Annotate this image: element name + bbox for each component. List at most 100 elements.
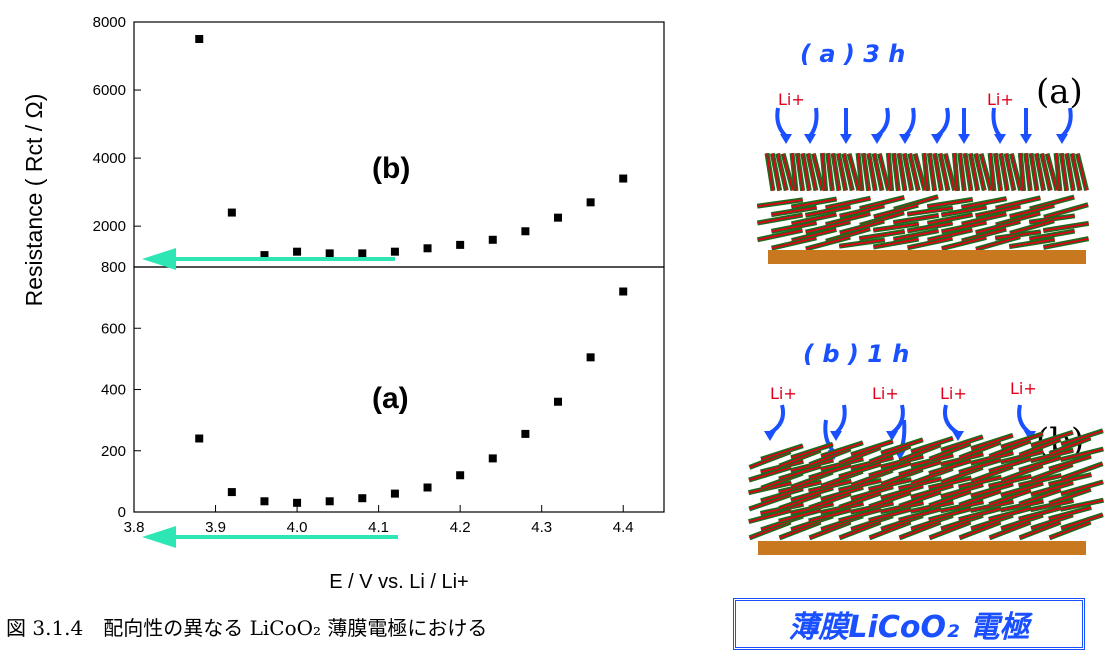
data-point [227, 208, 236, 217]
crystal-layer [756, 227, 804, 243]
data-point [619, 287, 628, 296]
x-tick-label: 4.4 [613, 519, 634, 536]
crystal-layer [1043, 202, 1089, 220]
crystal-layer [896, 152, 908, 192]
crystal-layer [962, 152, 974, 192]
li-ion-arrow-icon [830, 404, 847, 441]
crystal-layer [1058, 152, 1070, 192]
y-tick-label: 400 [101, 382, 126, 399]
data-point [390, 489, 399, 498]
crystal-layer [756, 197, 804, 209]
data-point [358, 494, 367, 503]
li-ion-arrow-icon [840, 108, 852, 144]
diagram-a-side-label: (a) [1036, 72, 1083, 112]
crystal-layer [988, 456, 1032, 474]
crystal-layer [1060, 428, 1104, 447]
crystal-layer [830, 152, 842, 192]
crystal-layer [1028, 152, 1040, 192]
crystal-layer [805, 219, 851, 235]
crystal-layer [760, 443, 804, 462]
x-tick-label: 4.1 [368, 519, 389, 536]
crystal-layer [988, 487, 1032, 507]
crystal-layer [910, 435, 954, 455]
data-point [521, 227, 530, 236]
crystal-layer [1000, 480, 1044, 498]
crystal-layer [800, 152, 812, 192]
li-ion-label: Li+ [987, 90, 1014, 109]
crystal-layer [1039, 152, 1053, 192]
crystal-layer [1042, 236, 1090, 250]
y-tick-label: 2000 [93, 218, 126, 235]
data-point [358, 249, 367, 258]
data-point [260, 251, 269, 260]
crystal-layer [839, 218, 885, 236]
crystal-layer [1069, 152, 1083, 192]
x-tick-label: 3.8 [124, 519, 145, 536]
crystal-layer [1048, 486, 1092, 506]
crystal-layer [957, 152, 967, 192]
li-ion-arrows-a [775, 107, 1073, 144]
data-point [293, 498, 302, 507]
crystal-layer [1060, 512, 1104, 531]
crystal-layer [975, 234, 1021, 252]
crystal-layer [756, 212, 804, 226]
data-point [554, 213, 562, 222]
crystal-layer [967, 152, 981, 192]
crystal-layer [1030, 429, 1074, 449]
data-point [325, 497, 334, 506]
li-ion-arrow-icon [871, 107, 890, 144]
crystal-layers-a [756, 152, 1090, 252]
li-ion-label: Li+ [872, 384, 899, 403]
crystal-layer [780, 153, 796, 191]
li-ion-label: Li+ [1010, 379, 1037, 398]
y-tick-label: 0 [118, 504, 126, 521]
crystal-layer [808, 478, 852, 494]
crystal-layer [940, 434, 984, 453]
crystal-layer [928, 475, 972, 491]
diagram-a-title: ( a ) 3 h [800, 40, 905, 68]
data-point [586, 198, 595, 207]
crystal-layer [1059, 497, 1104, 512]
crystal-layer [872, 236, 920, 250]
data-point [619, 174, 628, 183]
crystal-layer [1060, 446, 1104, 463]
y-tick-label: 600 [101, 320, 126, 337]
data-point [456, 471, 465, 480]
crystal-layer [790, 211, 838, 227]
crystal-layer [1018, 472, 1062, 488]
crystal-layers-b [748, 428, 1104, 541]
crystal-layer [975, 219, 1021, 235]
crystal-layer [871, 152, 885, 192]
data-point [195, 434, 204, 443]
data-point [423, 483, 432, 492]
y-tick-label: 200 [101, 443, 126, 460]
panel-label-a: (a) [372, 382, 409, 415]
crystal-layer [907, 152, 921, 192]
crystal-layer [819, 152, 829, 192]
crystal-layer [790, 441, 834, 461]
arrow-a [142, 526, 398, 548]
crystal-layer [912, 153, 928, 191]
crystal-layer [838, 477, 882, 493]
crystal-layer [998, 152, 1010, 192]
crystal-layer [1060, 479, 1104, 497]
data-point [325, 249, 334, 258]
crystal-layer [940, 482, 984, 500]
crystal-layer [794, 152, 806, 192]
crystal-layer [858, 228, 906, 242]
crystal-layer [1033, 152, 1047, 192]
li-ion-label: Li+ [770, 384, 797, 403]
li-ion-arrow-icon [991, 107, 1006, 144]
crystal-layer [906, 235, 954, 251]
crystal-layer [1060, 461, 1104, 482]
li-ion-arrow-icon [958, 108, 970, 144]
crystal-layer [778, 479, 822, 495]
crystal-layer [824, 195, 872, 211]
crystal-layer [1017, 152, 1027, 192]
crystal-layer [940, 219, 988, 235]
crystal-layer [769, 152, 783, 192]
li-ion-arrow-icon [775, 107, 792, 144]
crystal-layer [958, 474, 1002, 490]
crystal-layer [926, 196, 974, 210]
crystal-layer [850, 438, 894, 458]
